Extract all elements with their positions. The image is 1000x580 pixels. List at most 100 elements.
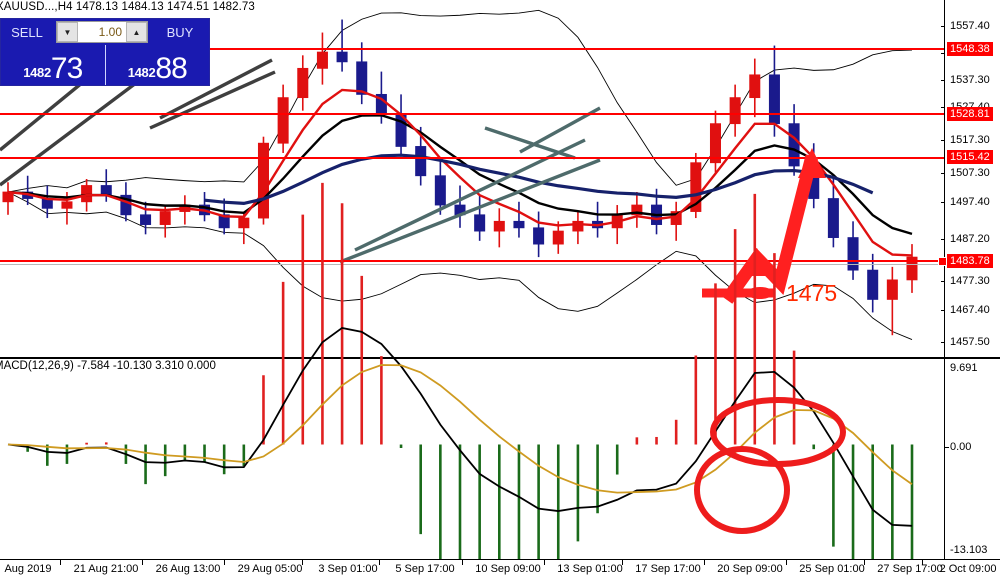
price-chart-canvas [0, 9, 918, 341]
time-gridmark [379, 560, 380, 565]
moving-average-fast [7, 88, 913, 257]
macd-tick: 9.691 [950, 362, 978, 374]
candlestick [297, 55, 309, 111]
candlestick [356, 42, 368, 105]
sell-price-quote[interactable]: 1482 73 [1, 45, 106, 85]
current-price-tag[interactable]: 1483.78 [947, 254, 993, 268]
sell-button[interactable]: SELL [11, 24, 43, 40]
candlestick [847, 221, 859, 280]
macd-scale[interactable]: 9.691 0.00 -13.103 [945, 358, 1000, 559]
candlestick [749, 58, 761, 118]
volume-input[interactable]: 1.00 [78, 22, 126, 42]
time-gridmark [922, 560, 923, 565]
trade-panel-top-row: SELL ▼ 1.00 ▲ BUY [1, 19, 209, 45]
time-gridmark [622, 560, 623, 565]
candlestick [729, 84, 741, 137]
macd-title: MACD(12,26,9) -7.584 -10.130 3.310 0.000 [0, 360, 216, 372]
chevron-down-icon[interactable]: ▼ [57, 22, 78, 42]
time-gridmark [786, 560, 787, 565]
buy-button[interactable]: BUY [166, 24, 194, 40]
candlestick [474, 195, 486, 241]
time-label: 17 Sep 17:00 [635, 563, 701, 575]
macd-signal-line [7, 364, 913, 494]
candlestick [906, 244, 918, 293]
level-line-thin [0, 264, 945, 265]
candlestick [434, 159, 446, 215]
candlestick [788, 104, 800, 176]
candlestick [513, 201, 525, 238]
current-price-marker [938, 257, 947, 266]
time-gridmark [864, 560, 865, 565]
time-gridmark [544, 560, 545, 565]
macd-annotations [694, 397, 846, 534]
macd-tick: -13.103 [950, 544, 988, 556]
time-label: 3 Sep 01:00 [318, 563, 378, 575]
candlestick [827, 179, 839, 248]
macd-circle-lower [694, 446, 790, 534]
candlestick [140, 201, 152, 235]
macd-tick: 0.00 [945, 441, 971, 453]
trendline[interactable] [339, 158, 601, 264]
time-label: 5 Sep 17:00 [395, 563, 455, 575]
candlestick [336, 19, 348, 72]
level-line-1548[interactable] [0, 48, 945, 50]
target-price-label: 1475 [786, 280, 838, 306]
bollinger-lower-band [7, 191, 913, 341]
time-gridmark [224, 560, 225, 565]
chart-title-ohlc: XAUUSD...,H4 1478.13 1484.13 1474.51 148… [0, 1, 255, 13]
level-line-1528[interactable] [0, 113, 945, 115]
candlestick [690, 152, 702, 219]
time-label: 27 Sep 17:00 [877, 563, 943, 575]
moving-average-long [204, 153, 874, 205]
macd-indicator-panel[interactable]: MACD(12,26,9) -7.584 -10.130 3.310 0.000… [0, 182, 1000, 580]
level-line-1483[interactable] [0, 260, 945, 262]
price-scale[interactable]: 1557.401547.201537.301527.401517.301507.… [938, 0, 1000, 358]
up-arrow-annotation [721, 148, 826, 304]
time-label: 13 Sep 01:00 [557, 563, 623, 575]
trendline[interactable] [159, 58, 273, 120]
candlestick [257, 136, 269, 225]
trade-panel-quotes: 1482 73 1482 88 [1, 45, 209, 85]
candlestick [316, 32, 328, 85]
candlestick [533, 211, 545, 258]
macd-panel-top-border [0, 358, 1000, 359]
candlestick [493, 208, 505, 248]
buy-price-quote[interactable]: 1482 88 [106, 45, 210, 85]
level-price-tag[interactable]: 1548.38 [947, 42, 993, 56]
time-gridmark [704, 560, 705, 565]
time-label: 10 Sep 09:00 [475, 563, 541, 575]
candlestick [631, 192, 643, 228]
time-gridmark [302, 560, 303, 565]
sell-price-pips: 73 [50, 52, 83, 85]
level-price-tag[interactable]: 1515.42 [947, 150, 993, 164]
moving-average-slow [7, 114, 913, 236]
sell-price-prefix: 1482 [23, 65, 51, 80]
level-price-tag[interactable]: 1528.81 [947, 107, 993, 121]
candlestick [572, 211, 584, 245]
time-label: 20 Sep 09:00 [717, 563, 783, 575]
price-chart-panel[interactable]: 1475 1557.401547.201537.301527.401517.30… [0, 0, 1000, 358]
trendline[interactable] [149, 70, 276, 130]
time-label: 2 Oct 09:00 [939, 563, 997, 575]
time-label: 25 Sep 01:00 [799, 563, 865, 575]
chevron-up-icon[interactable]: ▲ [126, 22, 147, 42]
price-panel-right-border [944, 0, 945, 358]
target-level-marker [702, 287, 775, 299]
macd-panel-right-border [944, 358, 945, 559]
time-label: 21 Aug 21:00 [73, 563, 139, 575]
macd-circle-upper [710, 397, 846, 467]
level-line-1515[interactable] [0, 157, 945, 159]
one-click-trading-panel[interactable]: SELL ▼ 1.00 ▲ BUY 1482 73 1482 88 [0, 18, 210, 86]
candlestick [867, 253, 879, 313]
time-label: 26 Aug 13:00 [155, 563, 221, 575]
trendline[interactable] [0, 78, 142, 187]
candlestick [709, 110, 721, 173]
time-axis[interactable]: Aug 2019 21 Aug 21:00 26 Aug 13:00 29 Aug 0… [0, 559, 1000, 580]
volume-input-group[interactable]: ▼ 1.00 ▲ [56, 21, 148, 43]
time-gridmark [462, 560, 463, 565]
time-gridmark [60, 560, 61, 565]
price-annotations [702, 148, 826, 304]
buy-price-prefix: 1482 [127, 65, 156, 80]
buy-price-pips: 88 [155, 52, 187, 85]
